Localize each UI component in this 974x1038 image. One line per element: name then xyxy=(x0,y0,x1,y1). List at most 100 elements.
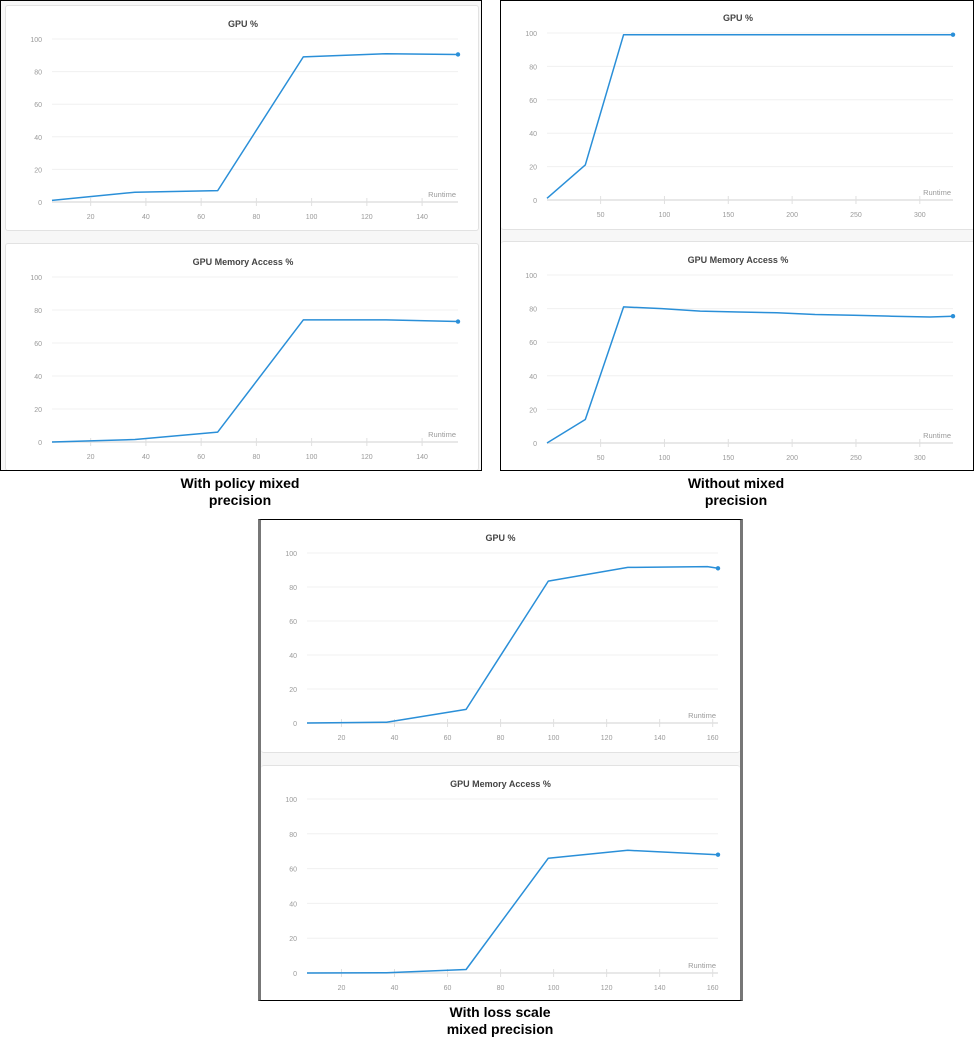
x-tick-label: 20 xyxy=(338,735,346,742)
x-tick-label: 80 xyxy=(497,985,505,992)
x-tick-label: 100 xyxy=(548,735,560,742)
x-tick-label: 50 xyxy=(597,212,605,219)
y-tick-label: 20 xyxy=(289,687,297,694)
x-tick-label: 40 xyxy=(391,735,399,742)
last-point-marker xyxy=(455,319,461,324)
y-tick-label: 0 xyxy=(533,198,537,205)
x-axis-label: Runtime xyxy=(428,190,456,199)
y-tick-label: 100 xyxy=(30,37,42,44)
x-tick-label: 160 xyxy=(707,735,719,742)
y-tick-label: 0 xyxy=(293,721,297,728)
y-tick-label: 100 xyxy=(525,273,537,280)
x-tick-label: 20 xyxy=(338,985,346,992)
chart-card: GPU % 0 20 40 60 80 100 20 40 60 80 100 120 140 160 Run… xyxy=(261,520,740,753)
x-axis-label: Runtime xyxy=(923,188,951,197)
line-chart: GPU % 0 20 40 60 80 100 20 40 60 80 100 120 140 160 Run… xyxy=(285,533,721,742)
panel-policy-mixed-precision: GPU % 0 20 40 60 80 100 20 40 60 80 100 120 140 Runtim… xyxy=(0,0,482,471)
y-tick-label: 60 xyxy=(289,619,297,626)
x-tick-label: 150 xyxy=(722,212,734,219)
data-line xyxy=(306,565,719,724)
y-tick-label: 0 xyxy=(38,440,42,447)
data-line xyxy=(546,33,953,199)
x-tick-label: 40 xyxy=(391,985,399,992)
caption-line: With loss scale xyxy=(449,1004,551,1020)
y-tick-label: 0 xyxy=(293,971,297,978)
y-tick-label: 60 xyxy=(289,867,297,874)
y-tick-label: 80 xyxy=(289,585,297,592)
x-tick-label: 250 xyxy=(850,455,862,462)
caption-policy-mixed-precision: With policy mixed precision xyxy=(140,475,340,509)
data-line xyxy=(546,306,954,444)
x-tick-label: 100 xyxy=(306,454,318,461)
x-tick-label: 20 xyxy=(87,214,95,221)
x-tick-label: 120 xyxy=(601,735,613,742)
chart-title: GPU Memory Access % xyxy=(688,255,789,265)
x-axis-label: Runtime xyxy=(688,711,716,720)
last-point-marker xyxy=(715,852,721,857)
chart-card: GPU Memory Access % 0 20 40 60 80 100 50 100 150 2… xyxy=(501,241,973,470)
x-axis-label: Runtime xyxy=(428,430,456,439)
x-tick-label: 100 xyxy=(306,214,318,221)
x-tick-label: 200 xyxy=(786,212,798,219)
caption-line: With policy mixed xyxy=(180,475,300,491)
x-tick-label: 40 xyxy=(142,454,150,461)
x-tick-label: 60 xyxy=(444,735,452,742)
caption-line: mixed precision xyxy=(446,1021,554,1037)
chart-title: GPU % xyxy=(485,533,515,543)
y-tick-label: 20 xyxy=(289,936,297,943)
last-point-marker xyxy=(950,32,956,37)
x-tick-label: 120 xyxy=(601,985,613,992)
y-tick-label: 40 xyxy=(34,374,42,381)
x-tick-label: 300 xyxy=(914,455,926,462)
y-tick-label: 100 xyxy=(285,797,297,804)
data-line xyxy=(306,849,719,974)
y-tick-label: 40 xyxy=(34,135,42,142)
y-tick-label: 0 xyxy=(38,200,42,207)
line-chart: GPU % 0 20 40 60 80 100 20 40 60 80 100 120 140 Runtim… xyxy=(30,19,461,221)
panel-without-mixed-precision: GPU % 0 20 40 60 80 100 50 100 150 200 250 300 Runtim… xyxy=(500,0,974,471)
x-tick-label: 200 xyxy=(786,455,798,462)
chart-title: GPU % xyxy=(228,19,258,29)
x-tick-label: 80 xyxy=(252,214,260,221)
line-chart: GPU Memory Access % 0 20 40 60 80 100 20 40 60 80 1… xyxy=(285,779,721,992)
caption-loss-scale-mixed-precision: With loss scale mixed precision xyxy=(400,1004,600,1038)
line-chart: GPU % 0 20 40 60 80 100 50 100 150 200 250 300 Runtim… xyxy=(525,13,956,219)
line-chart: GPU Memory Access % 0 20 40 60 80 100 20 40 60 80 1… xyxy=(30,257,461,461)
x-tick-label: 140 xyxy=(654,735,666,742)
y-tick-label: 100 xyxy=(525,31,537,38)
x-tick-label: 20 xyxy=(87,454,95,461)
y-tick-label: 40 xyxy=(289,901,297,908)
y-tick-label: 80 xyxy=(289,832,297,839)
y-tick-label: 80 xyxy=(34,70,42,77)
x-tick-label: 40 xyxy=(142,214,150,221)
x-tick-label: 60 xyxy=(444,985,452,992)
y-tick-label: 100 xyxy=(30,275,42,282)
y-tick-label: 0 xyxy=(533,441,537,448)
x-tick-label: 80 xyxy=(497,735,505,742)
last-point-marker xyxy=(950,313,956,319)
x-tick-label: 250 xyxy=(850,212,862,219)
x-tick-label: 100 xyxy=(659,455,671,462)
y-tick-label: 60 xyxy=(34,341,42,348)
data-line xyxy=(51,52,459,202)
y-tick-label: 80 xyxy=(529,64,537,71)
x-tick-label: 120 xyxy=(361,454,373,461)
y-tick-label: 20 xyxy=(34,407,42,414)
y-tick-label: 60 xyxy=(34,102,42,109)
y-tick-label: 40 xyxy=(529,131,537,138)
caption-line: precision xyxy=(704,492,768,508)
chart-card: GPU Memory Access % 0 20 40 60 80 100 20 40 60 80 1… xyxy=(261,765,740,1000)
caption-line: precision xyxy=(208,492,272,508)
chart-title: GPU Memory Access % xyxy=(450,779,551,789)
y-tick-label: 20 xyxy=(529,165,537,172)
line-chart: GPU Memory Access % 0 20 40 60 80 100 50 100 150 2… xyxy=(525,255,956,462)
y-tick-label: 20 xyxy=(529,407,537,414)
x-tick-label: 60 xyxy=(197,214,205,221)
x-tick-label: 140 xyxy=(416,214,428,221)
y-tick-label: 80 xyxy=(529,307,537,314)
caption-without-mixed-precision: Without mixed precision xyxy=(636,475,836,509)
y-tick-label: 60 xyxy=(529,340,537,347)
chart-card: GPU Memory Access % 0 20 40 60 80 100 20 40 60 80 1… xyxy=(5,243,479,470)
y-tick-label: 100 xyxy=(285,551,297,558)
x-tick-label: 150 xyxy=(722,455,734,462)
